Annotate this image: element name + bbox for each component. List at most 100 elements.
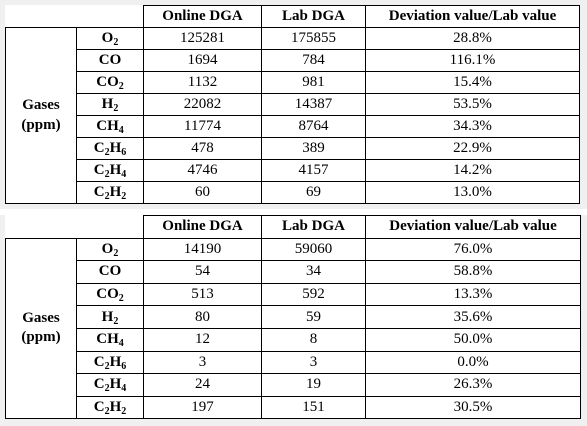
- table-row: CO 1694 784 116.1%: [6, 49, 580, 72]
- table-row: H2 22082 14387 53.5%: [6, 93, 580, 116]
- online-dga-value: 12: [143, 327, 262, 352]
- row-group-label: Gases (ppm): [5, 27, 77, 204]
- table-body: Online DGA Lab DGA Deviation value/Lab val…: [5, 215, 581, 420]
- deviation-value: 30.5%: [365, 395, 581, 420]
- online-dga-value: 80: [143, 305, 262, 329]
- deviation-value: 22.9%: [365, 137, 580, 160]
- table-separator: [0, 209, 587, 215]
- deviation-value: 13.3%: [365, 282, 581, 307]
- column-header: Lab DGA: [261, 5, 366, 28]
- deviation-value: 14.2%: [365, 159, 580, 182]
- gas-formula-cell: H2: [76, 93, 144, 116]
- gas-subscript: 2: [104, 360, 110, 372]
- gas-formula-cell: H2: [76, 305, 144, 329]
- deviation-value: 53.5%: [365, 93, 580, 116]
- lab-dga-value: 59060: [261, 237, 366, 262]
- gas-subscript: 2: [104, 383, 110, 395]
- gas-formula: H: [101, 308, 114, 325]
- gas-formula: O: [101, 30, 114, 46]
- online-dga-value: 197: [143, 395, 262, 420]
- gas-formula-cell: C2H2: [76, 181, 144, 204]
- gas-subscript-2: 4: [121, 383, 127, 395]
- table-row: CO 54 34 58.8%: [6, 260, 581, 284]
- table-row: H2 80 59 35.6%: [6, 305, 581, 329]
- table-row: CH4 12 8 50.0%: [6, 327, 581, 352]
- deviation-value: 35.6%: [365, 305, 581, 329]
- deviation-value: 50.0%: [365, 327, 581, 352]
- table-row: C2H6 3 3 0.0%: [6, 350, 581, 375]
- online-dga-value: 14190: [143, 237, 262, 262]
- gas-formula-cell: C2H6: [76, 137, 144, 160]
- gas-subscript: 2: [104, 191, 110, 202]
- online-dga-value: 22082: [143, 93, 262, 116]
- gas-subscript-2: 2: [121, 191, 127, 202]
- gas-formula-cell: CO2: [76, 71, 144, 94]
- row-group-label: Gases (ppm): [5, 237, 77, 420]
- table-row: C2H4 24 19 26.3%: [6, 373, 581, 397]
- online-dga-value: 1694: [143, 49, 262, 72]
- header-row: Online DGA Lab DGA Deviation value/Lab val…: [5, 5, 580, 28]
- gas-formula: H: [101, 96, 114, 112]
- gas-formula: CO: [96, 74, 119, 90]
- gas-subscript: 2: [104, 406, 110, 418]
- table-row: Gases (ppm) O2 14190 59060 76.0%: [5, 237, 581, 420]
- column-header: Online DGA: [143, 215, 262, 239]
- lab-dga-value: 592: [261, 282, 366, 307]
- lab-dga-value: 981: [261, 71, 366, 94]
- lab-dga-value: 14387: [261, 93, 366, 116]
- group-label-line2: (ppm): [21, 116, 61, 133]
- gas-formula-part2: H: [109, 399, 122, 416]
- gas-formula-cell: C2H4: [76, 159, 144, 182]
- column-header: Deviation value/Lab value: [365, 5, 580, 28]
- deviation-value: 13.0%: [365, 181, 580, 204]
- table-row: C2H4 4746 4157 14.2%: [6, 159, 580, 182]
- online-dga-value: 4746: [143, 159, 262, 182]
- lab-dga-value: 8764: [261, 115, 366, 138]
- deviation-value: 26.3%: [365, 373, 581, 397]
- gas-subscript-2: 6: [121, 147, 127, 158]
- corner-cell: [5, 215, 144, 239]
- gas-formula: CO: [96, 286, 119, 303]
- gas-formula-cell: CO: [76, 260, 144, 284]
- gas-formula-cell: C2H4: [76, 373, 144, 397]
- gas-formula-part2: H: [109, 353, 122, 370]
- gas-formula-cell: C2H6: [76, 350, 144, 375]
- table-row: Gases (ppm) O2 125281 175855 28.8%: [5, 27, 580, 204]
- deviation-value: 34.3%: [365, 115, 580, 138]
- gas-subscript: 4: [118, 125, 124, 136]
- gas-formula: CH: [96, 331, 119, 348]
- online-dga-value: 3: [143, 350, 262, 375]
- table-row: C2H2 197 151 30.5%: [6, 395, 581, 420]
- deviation-value: 28.8%: [365, 27, 580, 50]
- gas-formula: C: [93, 162, 105, 178]
- gas-formula: O: [101, 240, 114, 257]
- gas-formula-part2: H: [109, 162, 122, 178]
- column-header: Deviation value/Lab value: [365, 215, 581, 239]
- table-row: CO2 1132 981 15.4%: [6, 71, 580, 94]
- corner-cell: [5, 5, 144, 28]
- group-label-line1: Gases: [22, 97, 60, 113]
- gas-formula-cell: CO: [76, 49, 144, 72]
- lab-dga-value: 784: [261, 49, 366, 72]
- gas-subscript: 2: [113, 247, 119, 259]
- gas-formula-cell: CO2: [76, 282, 144, 307]
- gas-subscript-2: 6: [121, 360, 127, 372]
- column-header: Online DGA: [143, 5, 262, 28]
- gas-subscript: 2: [104, 169, 110, 180]
- column-header: Lab DGA: [261, 215, 366, 239]
- deviation-value: 0.0%: [365, 350, 581, 375]
- online-dga-value: 513: [143, 282, 262, 307]
- deviation-value: 58.8%: [365, 260, 581, 284]
- gas-subscript-2: 2: [121, 406, 127, 418]
- gas-formula-cell: CH4: [76, 327, 144, 352]
- gas-subscript-2: 4: [121, 169, 127, 180]
- gas-formula-cell: O2: [76, 27, 144, 50]
- online-dga-value: 478: [143, 137, 262, 160]
- deviation-value: 76.0%: [365, 237, 581, 262]
- gas-formula: CH: [96, 118, 119, 134]
- gas-comparison-table-2: Online DGA Lab DGA Deviation value/Lab val…: [5, 215, 581, 420]
- gas-subscript: 2: [113, 37, 119, 48]
- gas-subscript: 2: [113, 103, 119, 114]
- lab-dga-value: 4157: [261, 159, 366, 182]
- table-row: C2H6 478 389 22.9%: [6, 137, 580, 160]
